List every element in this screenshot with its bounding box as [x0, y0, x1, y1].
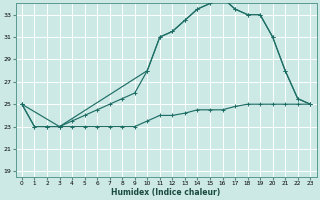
X-axis label: Humidex (Indice chaleur): Humidex (Indice chaleur): [111, 188, 221, 197]
